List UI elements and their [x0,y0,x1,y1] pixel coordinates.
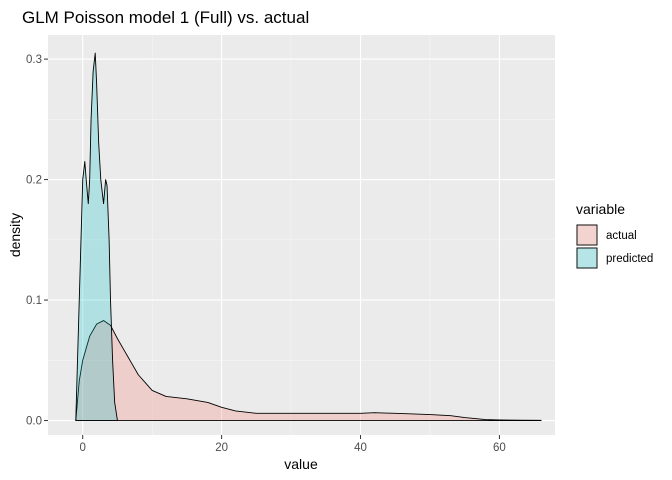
density-areas [75,52,542,421]
legend-title: variable [576,201,625,217]
legend-label-predicted: predicted [606,253,653,265]
legend-key-predicted [576,247,598,269]
x-tick-label: 20 [215,442,228,454]
x-axis-ticks: 0 20 40 60 [80,435,506,454]
density-area-predicted [75,52,118,421]
x-tick-label: 60 [493,442,506,454]
y-tick-label: 0.3 [26,54,42,66]
legend-key-background [576,224,598,246]
legend-label-actual: actual [606,230,637,242]
y-tick-label: 0.0 [26,416,42,428]
x-tick-label: 0 [80,442,86,454]
plot-panel [48,35,555,435]
chart-title: GLM Poisson model 1 (Full) vs. actual [22,8,309,27]
legend: variable actual predicted [576,201,653,269]
y-tick-label: 0.1 [26,295,42,307]
y-axis-title: density [7,213,23,257]
legend-items: actual predicted [576,224,653,269]
x-tick-label: 40 [354,442,367,454]
legend-key-background [576,247,598,269]
y-tick-label: 0.2 [26,175,42,187]
y-axis-ticks: 0.0 0.1 0.2 0.3 [26,54,48,428]
x-axis-title: value [284,456,318,472]
density-area-actual [75,320,542,421]
legend-key-actual [576,224,598,246]
